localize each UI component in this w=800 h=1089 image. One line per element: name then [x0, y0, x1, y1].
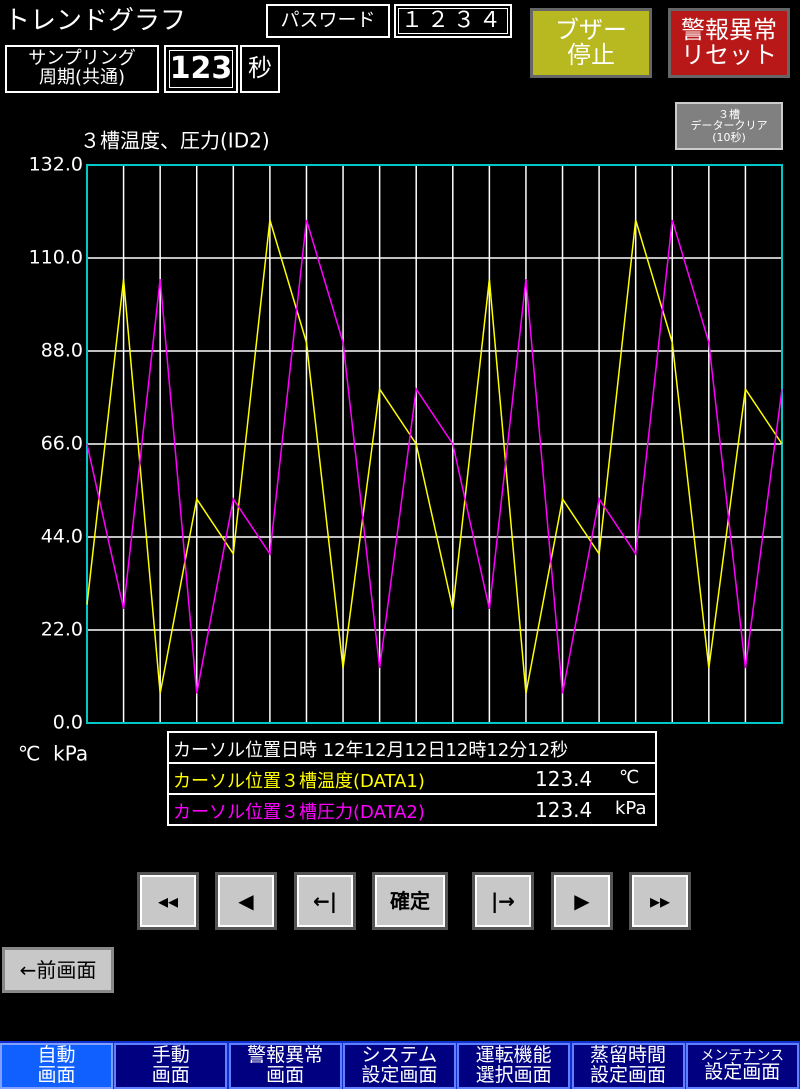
y-tick-label: 0.0 — [53, 712, 83, 734]
button-line: リセット — [681, 41, 777, 69]
y-axis-label: ℃ kPa — [18, 742, 88, 766]
nav-button[interactable]: ◂◂ — [137, 872, 199, 930]
tab-button[interactable]: 自動 画面 — [0, 1043, 113, 1089]
button-line: ３槽 — [718, 107, 740, 121]
sampling-label-line: サンプリング — [28, 48, 136, 70]
buzzer-stop-button[interactable]: ブザー 停止 — [530, 8, 652, 78]
cursor-datetime-label: カーソル位置日時 — [173, 740, 317, 761]
cursor-temp-label: カーソル位置３槽温度(DATA1) — [173, 771, 425, 792]
tab-label: 蒸留時間 — [589, 1044, 666, 1067]
nav-button[interactable]: ←| — [294, 872, 356, 930]
password-label: パスワード — [266, 4, 390, 38]
screen-title: トレンドグラフ — [4, 6, 187, 36]
y-tick-label: 44.0 — [41, 526, 83, 548]
y-tick-label: 22.0 — [41, 619, 83, 641]
cursor-pressure-row: カーソル位置３槽圧力(DATA2) 123.4 kPa — [169, 795, 655, 824]
cursor-temp-value: 123.4 — [535, 767, 593, 791]
tab-label: メンテナンス — [700, 1047, 785, 1064]
nav-button[interactable]: |→ — [472, 872, 534, 930]
tab-label: 手動 — [151, 1044, 190, 1067]
alarm-reset-button[interactable]: 警報異常 リセット — [668, 8, 790, 78]
cursor-temp-row: カーソル位置３槽温度(DATA1) 123.4 ℃ — [169, 764, 655, 795]
nav-button[interactable]: ◀ — [215, 872, 277, 930]
y-tick-label: 132.0 — [29, 154, 83, 176]
tab-label: 画面 — [37, 1064, 76, 1086]
password-value[interactable]: １２３４ — [394, 4, 512, 38]
y-tick-label: 66.0 — [41, 433, 83, 455]
tab-label: 設定画面 — [704, 1061, 781, 1084]
button-line: 警報異常 — [681, 15, 777, 44]
tab-label: 運転機能 — [475, 1044, 552, 1067]
chart: ３槽温度、圧力(ID2) ℃ kPa 0.0 22.0 44.0 66.0 88.0 11… — [18, 129, 783, 766]
prev-screen-button[interactable]: ←前画面 — [2, 947, 114, 993]
series-line — [86, 219, 783, 694]
tab-button[interactable]: 手動 画面 — [114, 1043, 228, 1089]
sampling-unit: 秒 — [240, 45, 280, 93]
chart-title: ３槽温度、圧力(ID2) — [80, 129, 270, 153]
button-line: (10秒) — [712, 130, 746, 144]
y-tick-label: 88.0 — [41, 340, 83, 362]
cursor-info: カーソル位置日時 12年12月12日12時12分12秒 カーソル位置３槽温度(D… — [167, 731, 657, 826]
tab-button[interactable]: 蒸留時間 設定画面 — [571, 1043, 685, 1089]
tab-label: 画面 — [151, 1064, 190, 1086]
series-line — [86, 219, 783, 694]
data-clear-button[interactable]: ３槽 データークリア (10秒) — [675, 102, 783, 150]
tab-button[interactable]: システム 設定画面 — [342, 1043, 456, 1089]
sampling-label-line: 周期(共通) — [38, 67, 126, 88]
button-line: ブザー — [555, 15, 627, 44]
tab-button[interactable]: 運転機能 選択画面 — [457, 1043, 571, 1089]
cursor-pressure-value: 123.4 — [535, 798, 593, 822]
cursor-pressure-label: カーソル位置３槽圧力(DATA2) — [173, 802, 425, 823]
button-line: 停止 — [567, 41, 615, 69]
cursor-datetime: 12年12月12日12時12分12秒 — [322, 740, 569, 761]
cursor-pressure-unit: kPa — [615, 798, 647, 819]
sampling-value[interactable]: 123 — [164, 45, 238, 93]
tab-button[interactable]: 警報異常 画面 — [228, 1043, 342, 1089]
tab-label: 警報異常 — [247, 1044, 324, 1067]
tab-label: 画面 — [266, 1064, 305, 1086]
sampling-label: サンプリング 周期(共通) — [5, 45, 159, 93]
tab-button[interactable]: メンテナンス 設定画面 — [685, 1043, 799, 1089]
tab-label: 選択画面 — [475, 1064, 552, 1086]
nav-button[interactable]: ▸▸ — [629, 872, 691, 930]
y-tick-label: 110.0 — [29, 247, 83, 269]
tab-label: 自動 — [37, 1044, 76, 1067]
button-line: データークリア — [690, 119, 768, 133]
cursor-temp-unit: ℃ — [619, 767, 640, 788]
tab-label: 設定画面 — [589, 1064, 666, 1086]
tab-label: システム — [361, 1044, 438, 1067]
nav-button[interactable]: ▶ — [551, 872, 613, 930]
cursor-datetime-row: カーソル位置日時 12年12月12日12時12分12秒 — [169, 733, 655, 764]
nav-button[interactable]: 確定 — [372, 872, 448, 930]
tab-label: 設定画面 — [361, 1064, 438, 1086]
